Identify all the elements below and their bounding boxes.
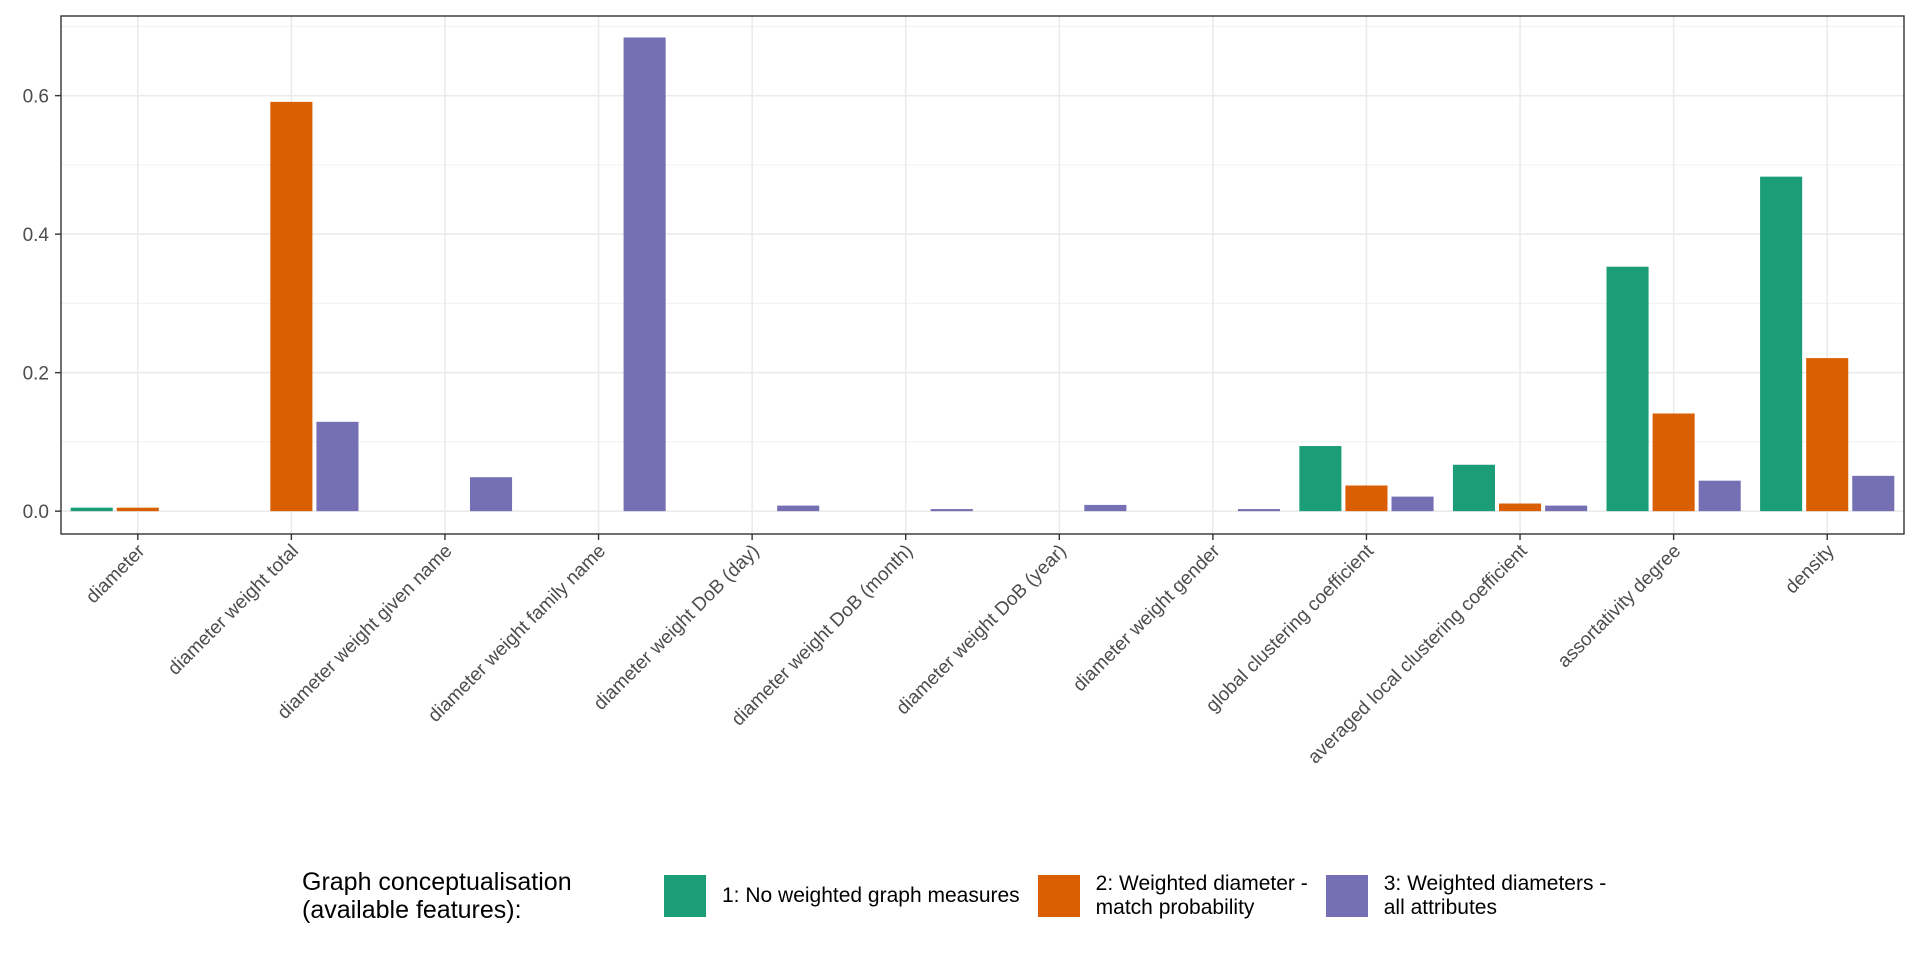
legend-swatch-3 [1325, 875, 1368, 917]
y-tick-label: 0.0 [23, 502, 49, 523]
legend-item-1: 1: No weighted graph measures [664, 875, 1020, 917]
x-tick-label: density [1781, 540, 1839, 598]
legend-label-3: 3: Weighted diameters - all attributes [1383, 872, 1607, 919]
bar-series-2-global-clustering-coefficient [1345, 485, 1388, 512]
bar-series-2-averaged-local-clustering-coefficient [1499, 503, 1542, 512]
y-tick-label: 0.2 [23, 364, 49, 385]
legend-label-1: 1: No weighted graph measures [722, 884, 1020, 907]
bar-series-2-diameter-weight-total [270, 101, 313, 512]
bar-series-2-diameter [116, 507, 159, 512]
bar-series-3-global-clustering-coefficient [1391, 496, 1434, 512]
x-tick-label: diameter weight family name [424, 541, 610, 727]
bar-series-3-diameter-weight-total [316, 421, 359, 512]
bar-series-1-density [1760, 176, 1803, 512]
legend-swatch-1 [664, 875, 706, 917]
x-tick-label: assortativity degree [1554, 541, 1685, 672]
bar-series-3-diameter-weight-dob-day- [777, 505, 820, 512]
legend-item-3: 3: Weighted diameters - all attributes [1325, 872, 1607, 920]
legend-item-2: 2: Weighted diameter - match probability [1037, 872, 1308, 920]
bar-series-3-diameter-weight-dob-month- [930, 509, 973, 512]
x-tick-label: diameter weight total [164, 541, 303, 680]
x-tick-label: diameter weight DoB (year) [892, 541, 1070, 719]
bar-series-1-diameter [70, 507, 113, 512]
bar-series-3-density [1852, 475, 1895, 512]
x-tick-label: diameter weight DoB (day) [590, 541, 764, 715]
x-tick-label: diameter weight DoB (month) [728, 541, 918, 731]
y-tick-label: 0.4 [23, 225, 50, 246]
bar-series-2-assortativity-degree [1652, 413, 1695, 512]
bar-series-3-diameter-weight-given-name [469, 477, 513, 512]
x-tick-label: diameter [82, 540, 150, 608]
bar-series-3-diameter-weight-gender [1237, 509, 1280, 512]
bars [70, 37, 1895, 512]
bar-series-3-diameter-weight-dob-year- [1084, 504, 1127, 512]
bar-series-3-diameter-weight-family-name [623, 37, 666, 512]
bar-series-1-assortativity-degree [1606, 266, 1649, 512]
bar-series-2-density [1806, 358, 1849, 512]
plot-panel-border [60, 15, 1905, 535]
y-tick-label: 0.6 [23, 87, 49, 108]
bar-series-1-global-clustering-coefficient [1299, 446, 1342, 512]
bar-series-3-assortativity-degree [1698, 480, 1741, 512]
legend-swatch-2 [1037, 875, 1080, 917]
legend-label-2: 2: Weighted diameter - match probability [1095, 872, 1308, 919]
x-tick-label: diameter weight given name [274, 541, 457, 724]
x-tick-label: diameter weight gender [1069, 540, 1225, 696]
legend: Graph conceptualisation (available featu… [302, 868, 1624, 924]
bar-series-1-averaged-local-clustering-coefficient [1452, 464, 1496, 512]
x-tick-label: global clustering coefficient [1202, 540, 1378, 716]
gridlines [61, 16, 1904, 534]
bar-series-3-averaged-local-clustering-coefficient [1545, 505, 1588, 512]
legend-title: Graph conceptualisation (available featu… [302, 868, 572, 924]
